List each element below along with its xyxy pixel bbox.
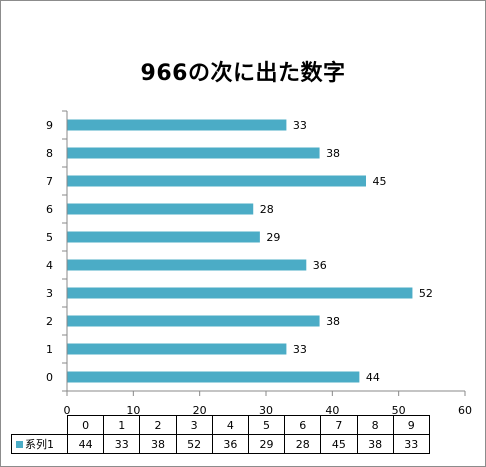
data-label: 38: [326, 315, 340, 328]
bar: [67, 203, 254, 215]
data-table-header-cell: 7: [320, 415, 358, 435]
x-tick-label: 60: [458, 404, 472, 415]
x-tick-label: 50: [392, 404, 406, 415]
legend-swatch: [16, 441, 23, 448]
data-table-value-cell: 36: [211, 434, 249, 454]
data-label: 45: [373, 175, 387, 188]
data-table-value-cell: 52: [175, 434, 213, 454]
data-label: 52: [419, 287, 433, 300]
data-table-value-cell: 28: [284, 434, 322, 454]
y-category-label: 2: [46, 315, 53, 328]
data-table-value-row: 系列1 44 33 38 52 36 29 28 45 38 33: [11, 434, 430, 454]
y-category-label: 8: [46, 147, 53, 160]
data-label: 33: [293, 119, 307, 132]
data-table-header-cell: 3: [175, 415, 213, 435]
data-table-value-cell: 45: [320, 434, 358, 454]
data-table-corner: [12, 416, 68, 435]
bar: [67, 315, 320, 327]
data-label: 33: [293, 343, 307, 356]
x-tick-label: 20: [193, 404, 207, 415]
bar: [67, 175, 366, 187]
x-tick-label: 40: [325, 404, 339, 415]
data-label: 44: [366, 371, 380, 384]
data-table-header-cell: 4: [211, 415, 249, 435]
y-category-label: 6: [46, 203, 53, 216]
data-label: 36: [313, 259, 327, 272]
data-table-header-cell: 8: [356, 415, 394, 435]
bar: [67, 287, 413, 299]
data-table-header-cell: 2: [139, 415, 177, 435]
x-tick-label: 30: [259, 404, 273, 415]
y-category-label: 4: [46, 259, 53, 272]
x-tick-label: 0: [64, 404, 71, 415]
bar: [67, 147, 320, 159]
y-category-label: 5: [46, 231, 53, 244]
data-table-value-cell: 33: [103, 434, 141, 454]
x-tick-label: 10: [126, 404, 140, 415]
chart-title: 966の次に出た数字: [140, 61, 346, 86]
data-table-header-cell: 6: [284, 415, 322, 435]
data-table-value-cell: 38: [139, 434, 177, 454]
data-table-legend-cell: 系列1: [11, 434, 68, 454]
data-table-header-cell: 5: [247, 415, 286, 435]
data-label: 38: [326, 147, 340, 160]
bar: [67, 119, 287, 131]
data-label: 29: [266, 231, 280, 244]
y-category-label: 3: [46, 287, 53, 300]
data-table-value-cell: 29: [247, 434, 286, 454]
bar: [67, 231, 260, 243]
y-category-label: 1: [46, 343, 53, 356]
bar: [67, 371, 360, 383]
y-category-label: 9: [46, 119, 53, 132]
data-table-header-cell: 1: [103, 415, 141, 435]
data-table-value-cell: 44: [66, 434, 105, 454]
data-label: 28: [260, 203, 274, 216]
data-table-header-cell: 0: [66, 415, 105, 435]
y-category-label: 7: [46, 175, 53, 188]
data-table-value-cell: 38: [356, 434, 394, 454]
bar: [67, 343, 287, 355]
data-table-value-cell: 33: [392, 434, 430, 454]
legend-series-name: 系列1: [25, 438, 54, 451]
bar: [67, 259, 307, 271]
y-category-label: 0: [46, 371, 53, 384]
data-table-header-cell: 9: [392, 415, 430, 435]
